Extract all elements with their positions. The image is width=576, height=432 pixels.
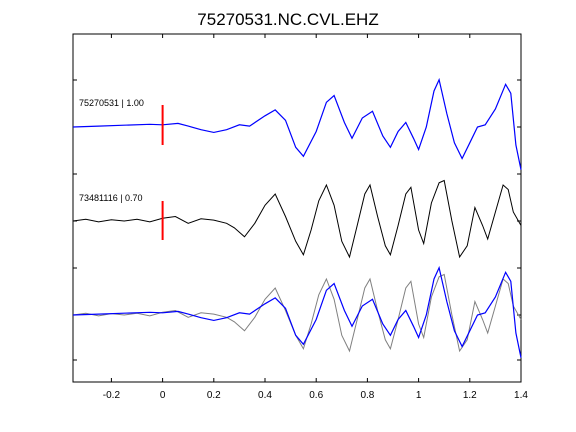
x-tick-label: 1.4: [514, 390, 528, 401]
overlay-trace-73481116: [72, 273, 522, 353]
trace-75270531: [72, 77, 522, 170]
x-tick-label: 0.4: [258, 390, 272, 401]
overlay-trace-75270531: [72, 265, 522, 358]
x-tick-label: 0.2: [207, 390, 221, 401]
plot-frame: [72, 33, 522, 383]
x-tick-label: 1.2: [463, 390, 477, 401]
trace-lines: [72, 77, 522, 358]
x-tick-label: 0.6: [309, 390, 323, 401]
trace-73481116: [72, 179, 522, 259]
x-tick-label: 0: [160, 390, 166, 401]
trace-label-75270531: 75270531 | 1.00: [79, 98, 144, 108]
axis-ticks: -0.2 0 0.2 0.4 0.6 0.8 1 1.2 1.4: [73, 34, 528, 401]
x-tick-label: 1: [416, 390, 422, 401]
chart-title: 75270531.NC.CVL.EHZ: [197, 10, 378, 29]
x-tick-label: -0.2: [103, 390, 121, 401]
trace-labels: 75270531 | 1.00 73481116 | 0.70: [79, 98, 144, 203]
x-tick-label: 0.8: [360, 390, 374, 401]
trace-label-73481116: 73481116 | 0.70: [79, 193, 143, 203]
